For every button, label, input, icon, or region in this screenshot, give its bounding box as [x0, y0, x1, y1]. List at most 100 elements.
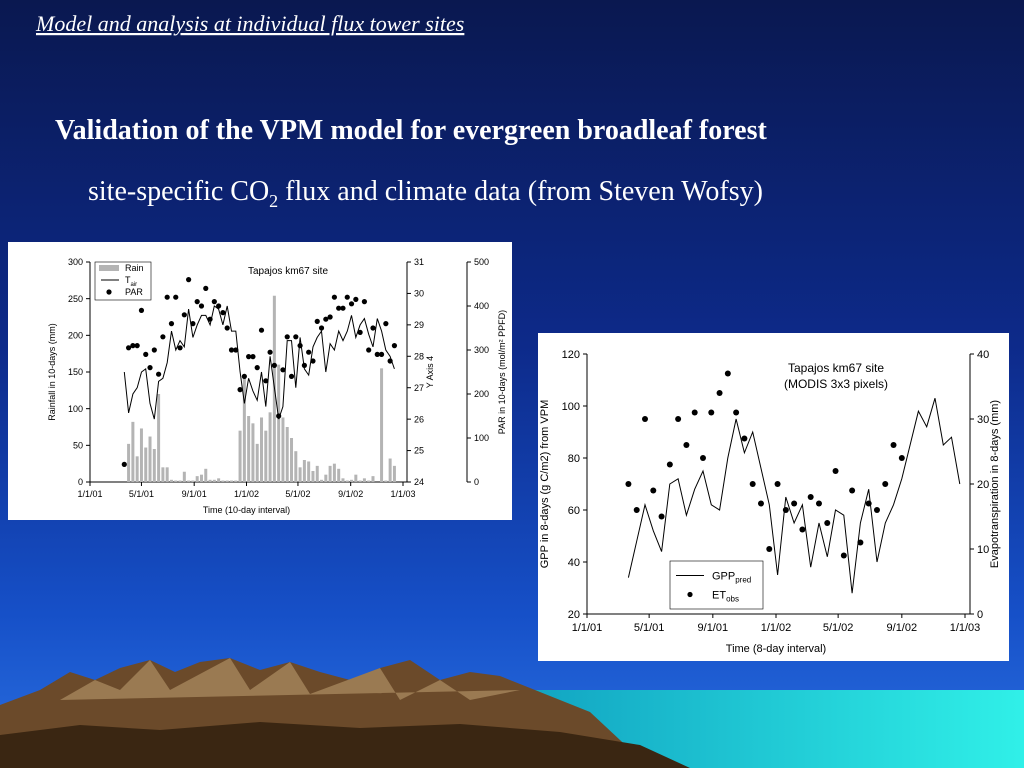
bar	[384, 480, 388, 482]
bar	[191, 480, 195, 482]
point	[216, 303, 222, 309]
point	[378, 351, 385, 357]
line	[627, 398, 961, 594]
legend-label: ETobs	[712, 589, 739, 603]
bar	[298, 467, 302, 482]
y-tick-label: 26	[414, 414, 424, 424]
point	[263, 378, 269, 384]
point	[254, 365, 260, 371]
mountain-light	[60, 658, 520, 700]
point	[293, 334, 299, 340]
y-tick-label: 250	[68, 294, 83, 304]
y-tick-label: 20	[568, 609, 580, 621]
point	[749, 481, 756, 487]
y-tick-label: 50	[73, 440, 83, 450]
subtitle-text: site-specific CO	[88, 176, 269, 207]
point	[211, 299, 217, 305]
point	[331, 294, 337, 300]
bar	[337, 468, 341, 482]
y-tick-label: 100	[474, 433, 489, 443]
legend-swatch	[687, 591, 693, 598]
bar	[144, 447, 148, 482]
bar	[152, 449, 156, 482]
point	[310, 358, 316, 364]
bar	[178, 480, 182, 482]
point	[807, 494, 814, 500]
y-tick-label: 0	[78, 477, 83, 487]
point	[181, 312, 187, 318]
bar	[392, 465, 396, 482]
x-tick-label: 9/1/01	[182, 489, 207, 499]
y-axis-label: Y Axis 4	[425, 356, 435, 388]
point	[168, 321, 175, 327]
point	[203, 285, 209, 291]
point	[374, 351, 380, 357]
slide-subtitle: site-specific CO2 flux and climate data …	[88, 176, 763, 211]
y-tick-label: 40	[568, 557, 580, 569]
bar	[358, 480, 362, 482]
y-tick-label: 60	[568, 505, 580, 517]
point	[873, 507, 880, 513]
point	[323, 316, 329, 322]
bar	[221, 480, 225, 482]
point	[799, 526, 806, 533]
bar	[195, 476, 199, 482]
chart-2: 1/1/01 5/1/01 9/1/01 1/1/02 5/1/02 9/1/02 1/1/…	[538, 333, 1009, 661]
point	[258, 327, 265, 333]
x-tick-label: 5/1/01	[634, 622, 665, 634]
point	[237, 387, 243, 393]
bar	[324, 474, 328, 482]
bar	[354, 474, 358, 482]
y-axis-label: Evapotranspiration in 8-days (mm)	[989, 400, 1001, 568]
point	[228, 347, 235, 353]
bar	[242, 375, 246, 482]
bar	[332, 463, 336, 482]
point	[198, 303, 205, 309]
point	[782, 507, 789, 513]
point	[220, 310, 226, 316]
x-tick-label: 1/1/02	[234, 489, 259, 499]
point	[691, 409, 698, 416]
y-tick-label: 20	[977, 479, 989, 491]
y-tick-label: 80	[568, 453, 580, 465]
y-tick-label: 200	[474, 389, 489, 399]
y-tick-label: 24	[414, 477, 424, 487]
x-tick-label: 1/1/03	[390, 489, 415, 499]
point	[160, 334, 166, 340]
legend-subscript: obs	[726, 594, 739, 603]
point	[327, 314, 333, 320]
bar	[290, 438, 294, 482]
point	[890, 442, 897, 448]
x-axis-label: Time (10-day interval)	[203, 505, 290, 515]
point	[143, 351, 149, 357]
bar	[328, 465, 332, 482]
x-tick-label: 5/1/01	[129, 489, 154, 499]
point	[340, 305, 346, 311]
point	[147, 365, 153, 371]
point	[666, 461, 673, 468]
point	[387, 358, 393, 364]
point	[361, 299, 368, 305]
y-tick-label: 500	[474, 257, 489, 267]
point	[344, 294, 350, 300]
y-tick-label: 300	[474, 345, 489, 355]
legend-name: T	[125, 275, 131, 285]
y-tick-label: 40	[977, 349, 989, 361]
subtitle-text: flux and climate data (from Steven Wofsy…	[278, 176, 763, 207]
bar	[345, 480, 349, 482]
bar	[161, 467, 165, 482]
point	[716, 390, 723, 396]
legend-swatch	[106, 289, 112, 295]
point	[832, 468, 839, 474]
x-tick-label: 1/1/01	[77, 489, 102, 499]
legend-swatch	[99, 265, 119, 271]
point	[641, 416, 648, 422]
y-tick-label: 27	[414, 383, 424, 393]
y-tick-label: 25	[414, 446, 424, 456]
point	[186, 277, 192, 283]
bar	[148, 436, 152, 482]
bar	[238, 430, 242, 482]
bar	[174, 480, 178, 482]
y-axis-label: PAR in 10-days (mol/m² PPFD)	[497, 310, 507, 434]
bar	[320, 479, 324, 482]
